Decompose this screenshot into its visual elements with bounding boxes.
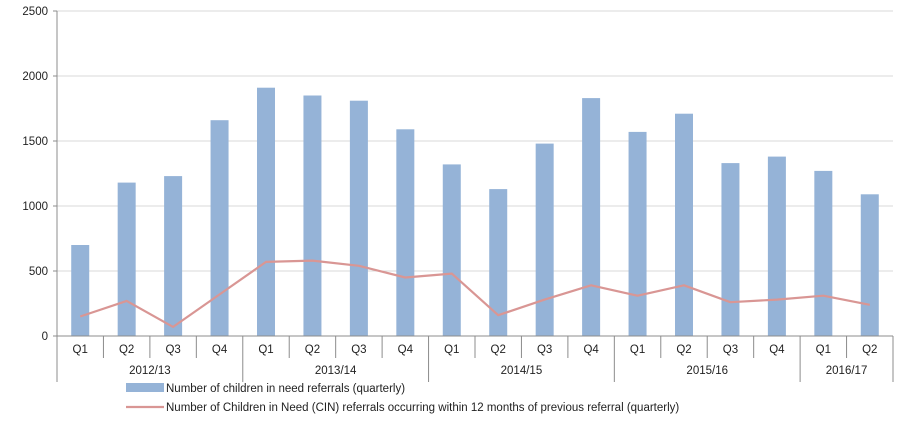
legend-swatch-bar — [126, 383, 164, 392]
group-label: 2012/13 — [129, 365, 171, 377]
x-tick-label: Q4 — [398, 344, 414, 356]
y-tick-label: 500 — [29, 266, 48, 278]
bar — [257, 88, 275, 336]
bar — [721, 163, 739, 336]
group-label: 2013/14 — [315, 365, 357, 377]
y-tick-label: 2000 — [22, 71, 48, 83]
y-tick-label: 0 — [42, 331, 48, 343]
bar — [629, 132, 647, 336]
bar — [396, 129, 414, 336]
x-tick-label: Q1 — [258, 344, 273, 356]
legend: Number of children in need referrals (qu… — [126, 383, 679, 414]
x-tick-label: Q2 — [676, 344, 691, 356]
bars — [71, 88, 879, 336]
x-tick-label: Q1 — [816, 344, 831, 356]
group-label: 2016/17 — [826, 365, 868, 377]
y-tick-label: 1000 — [22, 201, 48, 213]
x-tick-label: Q3 — [165, 344, 180, 356]
bar — [303, 96, 321, 337]
x-tick-label: Q1 — [73, 344, 88, 356]
bar — [582, 98, 600, 336]
x-tick-label: Q1 — [444, 344, 459, 356]
x-tick-label: Q2 — [119, 344, 134, 356]
x-tick-label: Q4 — [769, 344, 785, 356]
group-label: 2015/16 — [686, 365, 728, 377]
bar — [768, 157, 786, 336]
x-tick-label: Q2 — [491, 344, 506, 356]
x-tick-label: Q4 — [583, 344, 599, 356]
x-tick-label: Q4 — [212, 344, 228, 356]
bar — [71, 245, 89, 336]
x-tick-label: Q3 — [537, 344, 552, 356]
x-tick-label: Q3 — [351, 344, 366, 356]
x-tick-label: Q1 — [630, 344, 645, 356]
x-tick-label: Q2 — [862, 344, 877, 356]
bar — [443, 164, 461, 336]
bar — [861, 194, 879, 336]
bar — [118, 183, 136, 336]
y-tick-label: 2500 — [22, 6, 48, 18]
x-tick-label: Q3 — [723, 344, 738, 356]
bar — [536, 144, 554, 336]
gridlines — [57, 11, 893, 271]
legend-label-bar: Number of children in need referrals (qu… — [166, 383, 405, 395]
bar — [164, 176, 182, 336]
bar — [350, 101, 368, 336]
y-tick-label: 1500 — [22, 136, 48, 148]
legend-label-line: Number of Children in Need (CIN) referra… — [166, 402, 679, 414]
bar — [211, 120, 229, 336]
bar — [814, 171, 832, 336]
bar — [675, 114, 693, 336]
group-label: 2014/15 — [501, 365, 543, 377]
x-tick-label: Q2 — [305, 344, 320, 356]
